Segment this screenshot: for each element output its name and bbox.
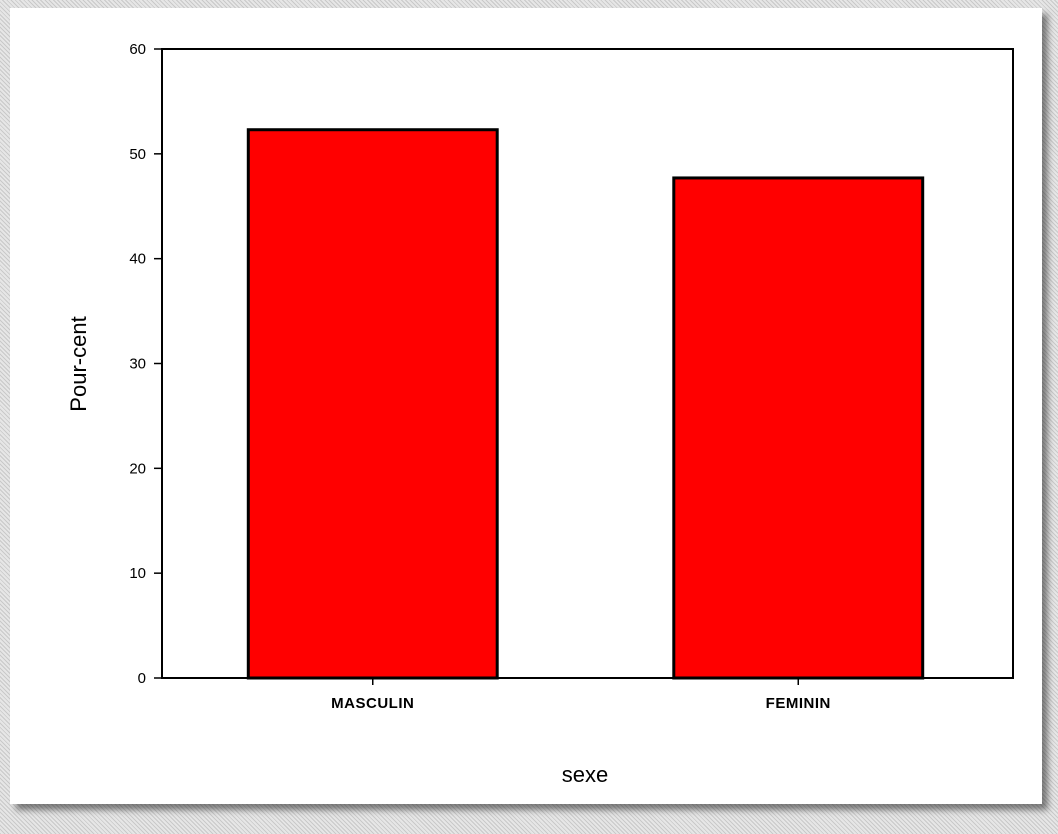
x-axis-title: sexe bbox=[562, 762, 608, 787]
y-tick-label: 20 bbox=[129, 460, 146, 477]
bar-feminin bbox=[672, 176, 925, 680]
x-tick-label: MASCULIN bbox=[331, 695, 414, 712]
y-tick-label: 0 bbox=[138, 670, 146, 687]
y-axis-ticks: 0 10 20 30 40 50 60 bbox=[129, 41, 162, 687]
bar-masculin bbox=[246, 128, 499, 680]
y-axis-title: Pour-cent bbox=[66, 316, 91, 411]
x-axis-labels: MASCULIN FEMININ bbox=[331, 678, 831, 712]
y-tick-label: 50 bbox=[129, 146, 146, 163]
y-tick-label: 40 bbox=[129, 251, 146, 268]
x-tick-label: FEMININ bbox=[766, 695, 831, 712]
bars bbox=[246, 128, 925, 680]
y-tick-label: 10 bbox=[129, 565, 146, 582]
y-tick-label: 60 bbox=[129, 41, 146, 58]
y-tick-label: 30 bbox=[129, 356, 146, 373]
